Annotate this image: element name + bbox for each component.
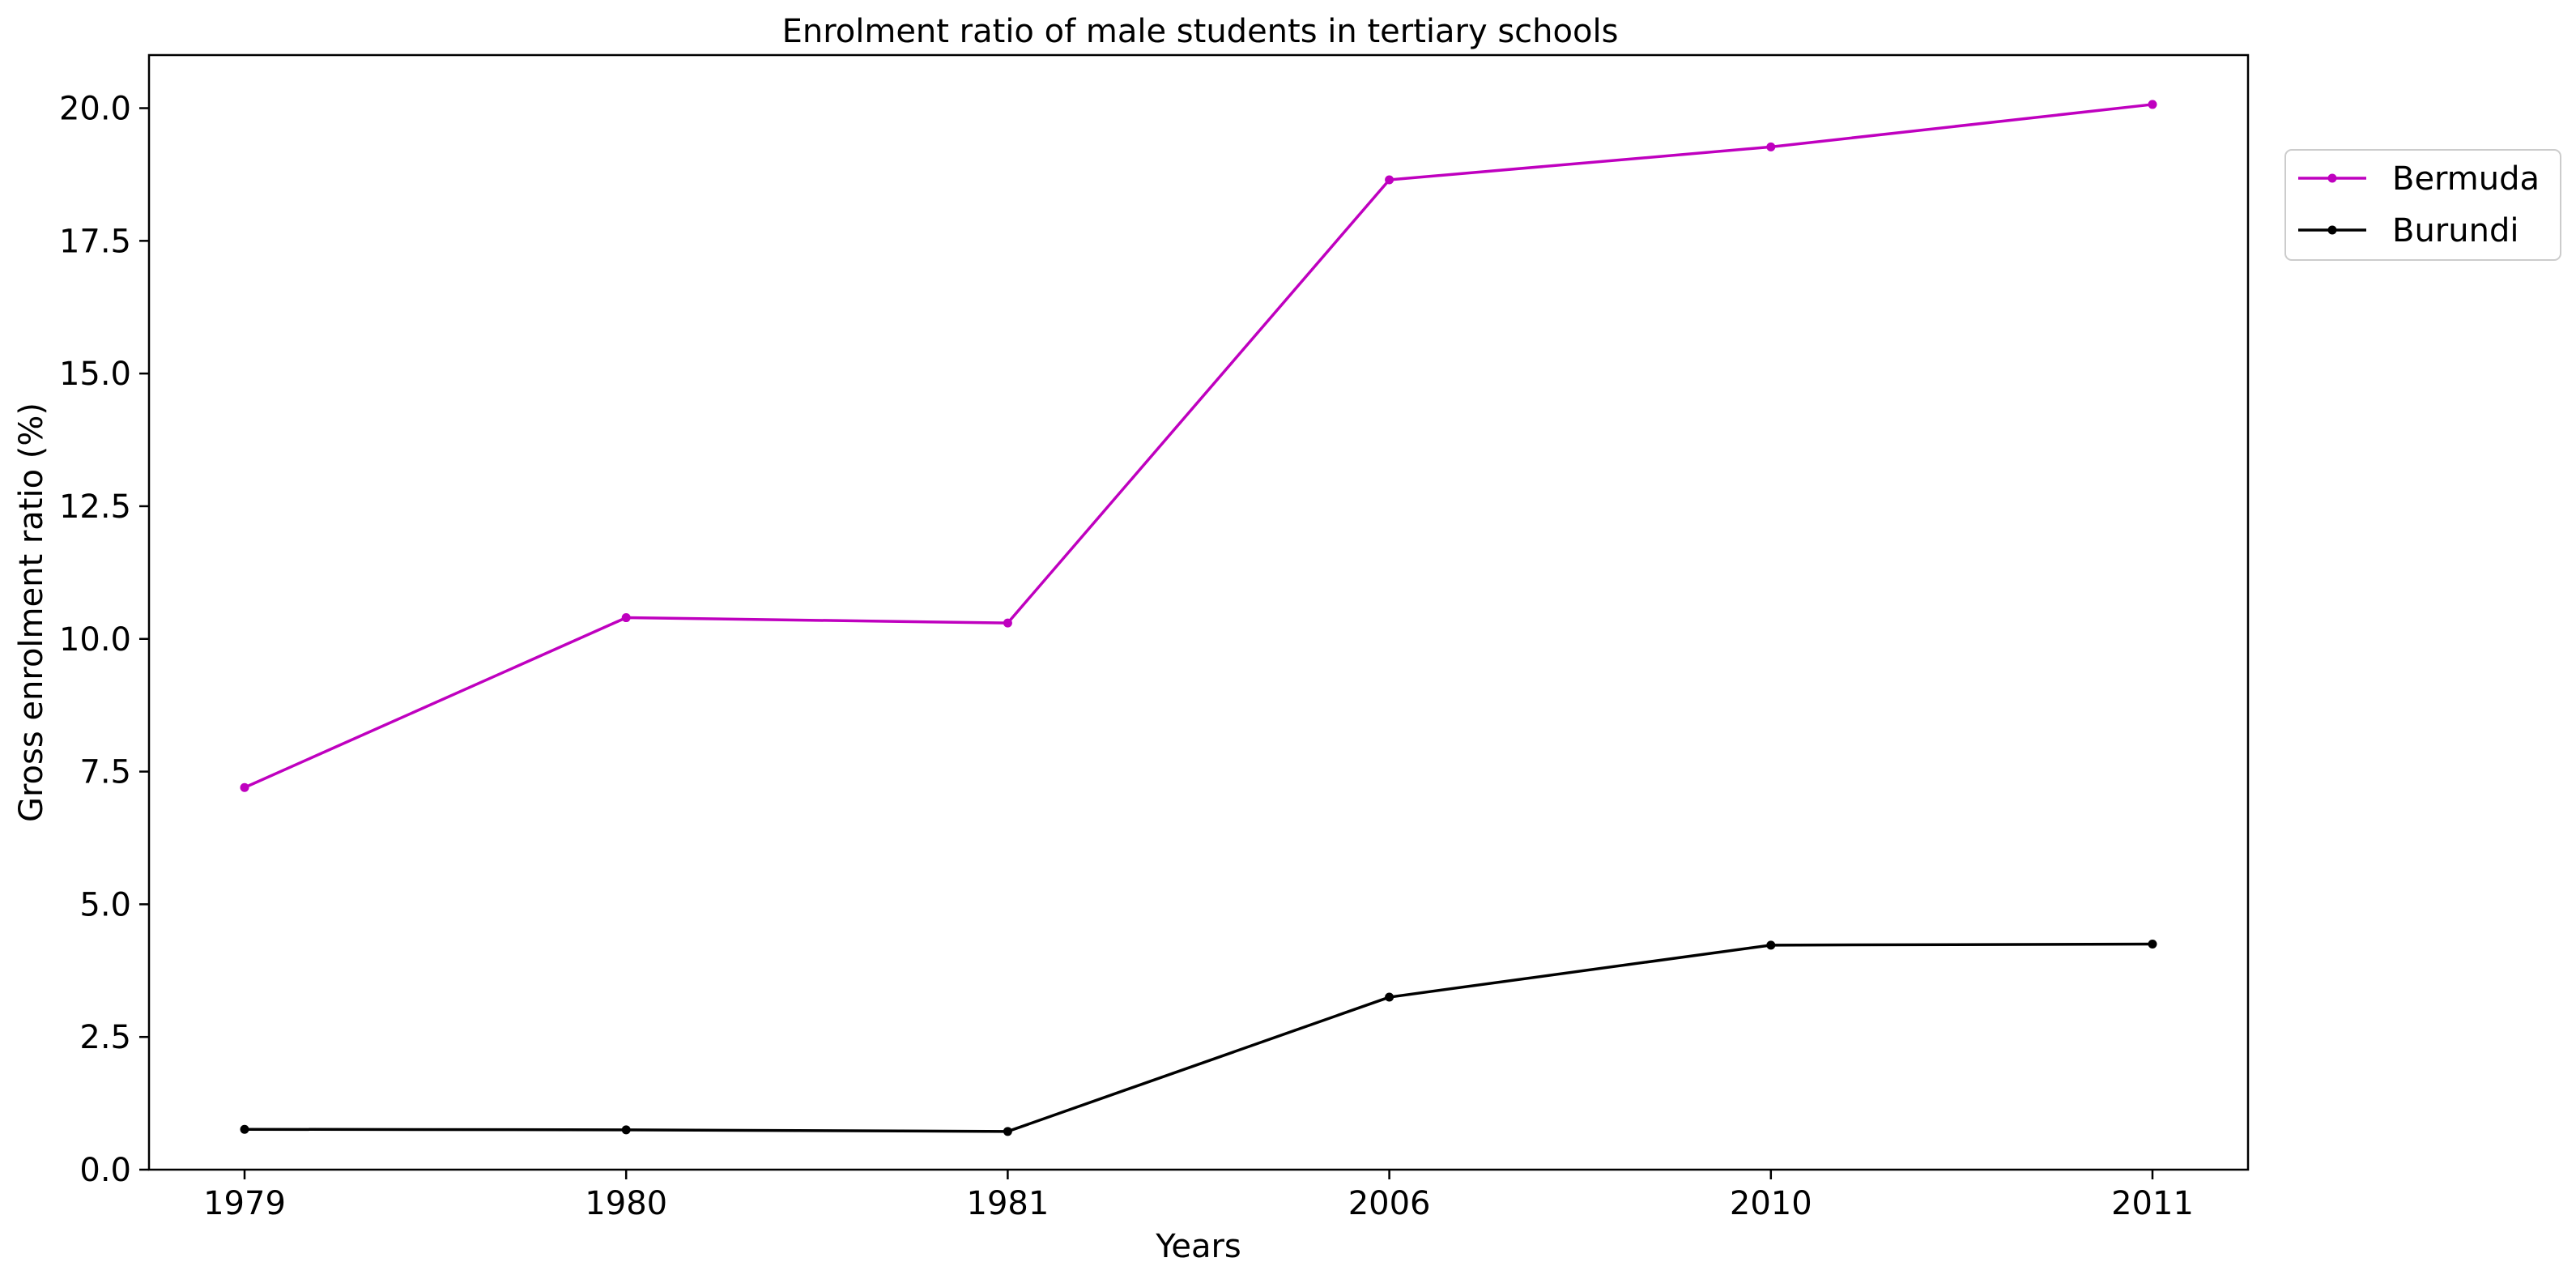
y-tick-label: 0.0: [79, 1152, 131, 1189]
data-point: [240, 782, 249, 792]
series-bermuda: [240, 100, 2157, 792]
x-tick-label: 2010: [1730, 1185, 1812, 1222]
y-tick-label: 12.5: [59, 488, 131, 526]
y-tick-label: 10.0: [59, 621, 131, 659]
x-tick-label: 2006: [1348, 1185, 1431, 1222]
y-tick-label: 2.5: [79, 1019, 131, 1056]
x-axis: 1979 1980 1981 2006 2010 2011: [203, 1170, 2194, 1222]
data-point: [2148, 940, 2157, 949]
x-tick-label: 1979: [203, 1185, 286, 1222]
data-point: [1003, 1127, 1012, 1136]
plot-area: 0.0 2.5 5.0 7.5 10.0 12.5 15.0 17.5 20.0 1979 198…: [59, 53, 2250, 1222]
y-tick-label: 15.0: [59, 356, 131, 393]
data-point: [1385, 175, 1394, 185]
y-axis-label: Gross enrolment ratio (%): [13, 403, 50, 822]
y-axis: 0.0 2.5 5.0 7.5 10.0 12.5 15.0 17.5 20.0: [59, 91, 149, 1189]
x-axis-label: Years: [1155, 1228, 1241, 1265]
y-tick-label: 5.0: [79, 886, 131, 923]
legend-label: Burundi: [2392, 212, 2519, 249]
legend: Bermuda Burundi: [2284, 149, 2561, 261]
series-burundi: [240, 940, 2157, 1136]
series-line: [244, 103, 2153, 789]
plot-frame: [147, 53, 2250, 1171]
data-point: [1385, 992, 1394, 1002]
data-point: [240, 1124, 249, 1134]
x-tick-label: 1980: [585, 1185, 667, 1222]
data-point: [621, 1125, 631, 1135]
legend-swatch-marker: [2327, 173, 2337, 183]
legend-swatch-marker: [2327, 225, 2337, 235]
series-layer: [240, 100, 2157, 1136]
x-tick-label: 1981: [967, 1185, 1050, 1222]
chart-title: Enrolment ratio of male students in tert…: [782, 13, 1619, 50]
data-point: [621, 613, 631, 623]
y-tick-label: 20.0: [59, 91, 131, 128]
data-point: [1766, 142, 1776, 151]
series-line: [244, 942, 2153, 1133]
y-tick-label: 7.5: [79, 754, 131, 791]
data-point: [1003, 618, 1012, 628]
data-point: [2148, 100, 2157, 109]
x-tick-label: 2011: [2111, 1185, 2194, 1222]
data-point: [1766, 940, 1776, 950]
legend-label: Bermuda: [2392, 160, 2540, 198]
y-tick-label: 17.5: [59, 223, 131, 260]
